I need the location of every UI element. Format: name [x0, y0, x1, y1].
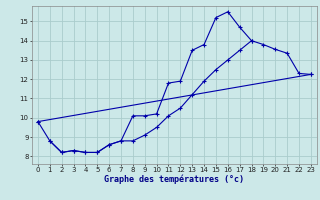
X-axis label: Graphe des températures (°c): Graphe des températures (°c) [104, 175, 244, 184]
